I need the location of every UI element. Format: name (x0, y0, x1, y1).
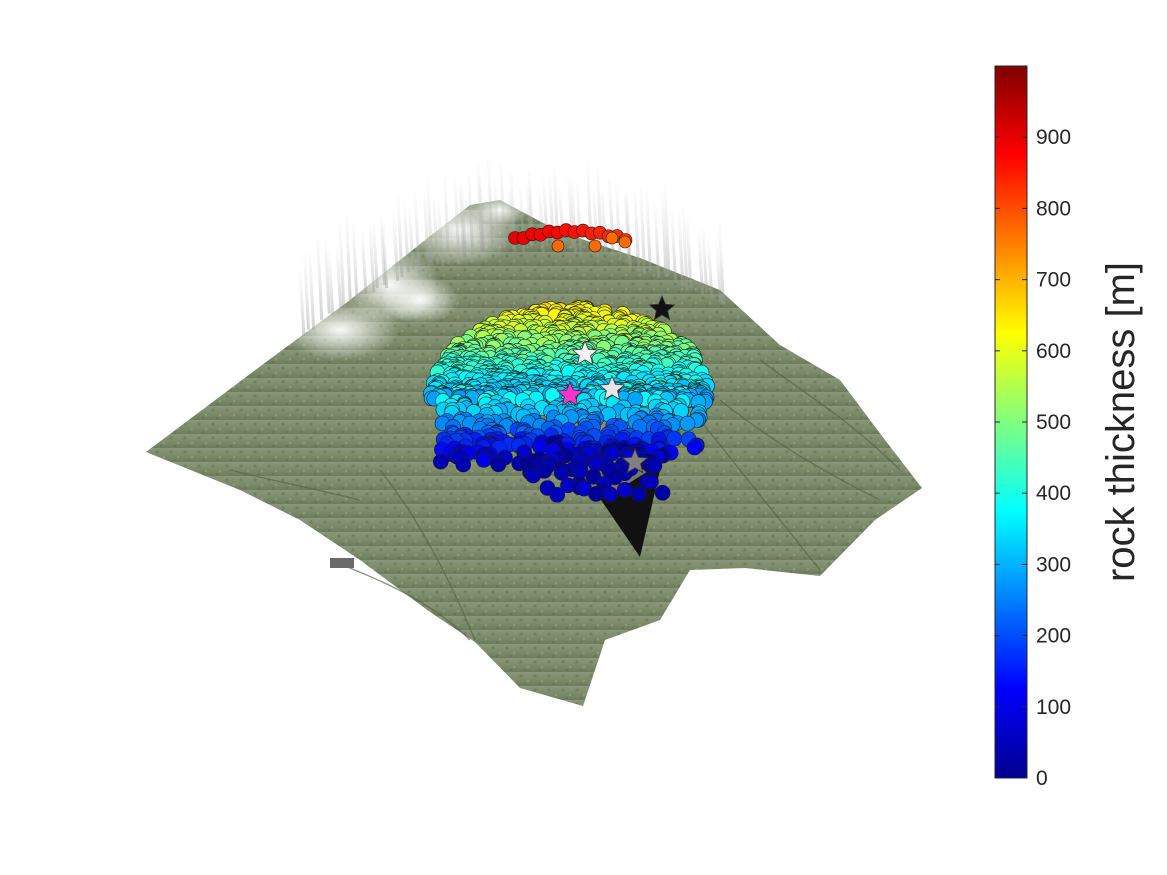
ray-line (443, 178, 451, 265)
ray-line (303, 254, 311, 330)
thickness-point (525, 467, 542, 484)
thickness-point (455, 456, 472, 473)
thickness-point (616, 481, 633, 498)
ray-line (558, 188, 566, 249)
ray-line (697, 229, 705, 295)
ray-line (402, 205, 410, 273)
thickness-point (602, 486, 619, 503)
thickness-point (646, 457, 663, 474)
ray-line (316, 236, 324, 320)
ray-line (458, 183, 466, 260)
thickness-point (618, 235, 632, 249)
colorbar-tick-label: 700 (1036, 269, 1071, 292)
ray-line (663, 185, 671, 275)
ray-line (633, 190, 641, 272)
colorbar-ticks: 0 100 200 300 400 500 600 700 800 900 (995, 126, 1071, 790)
ray-line (351, 221, 359, 299)
ray-lines (298, 158, 725, 336)
ray-line (422, 193, 430, 268)
ray-line (681, 208, 689, 291)
ray-line (379, 214, 387, 286)
thickness-point (588, 239, 602, 253)
ray-line (459, 184, 467, 256)
ray-line (436, 201, 444, 266)
ray-line (413, 193, 421, 274)
thickness-point (643, 473, 659, 490)
thickness-point (549, 486, 566, 503)
star-markers (556, 294, 676, 474)
star-marker (556, 380, 584, 407)
colorbar-tick-label: 900 (1036, 126, 1071, 149)
ray-line (624, 189, 632, 270)
ray-line (338, 221, 346, 311)
ray-line (467, 174, 475, 255)
ray-line (670, 210, 678, 283)
thickness-point (553, 464, 570, 481)
thickness-point (490, 456, 507, 473)
thickness-point (551, 239, 565, 253)
ray-line (335, 244, 343, 310)
ray-line (478, 174, 486, 253)
ray-line (298, 271, 306, 336)
ray-line (614, 184, 622, 261)
thickness-point (475, 451, 492, 468)
star-marker (571, 339, 599, 366)
thickness-point (654, 484, 671, 501)
thickness-point (630, 486, 647, 503)
ray-line (600, 188, 608, 255)
ray-line (660, 192, 668, 278)
ray-line (360, 228, 368, 294)
ray-line (344, 213, 352, 303)
ray-line (407, 207, 415, 270)
ray-line (396, 194, 404, 278)
star-marker (598, 374, 626, 401)
thickness-point (432, 453, 449, 470)
ray-line (426, 181, 434, 267)
colorbar-tick-label: 100 (1036, 696, 1071, 719)
ray-line (537, 189, 545, 254)
colorbar-tick-label: 200 (1036, 625, 1071, 648)
thickness-point (686, 439, 703, 456)
colorbar-label: rock thickness [m] (1099, 262, 1143, 582)
colorbar-tick-label: 400 (1036, 482, 1071, 505)
ray-line (717, 223, 725, 304)
ray-line (653, 201, 661, 278)
thickness-point (605, 231, 619, 245)
ray-line (308, 252, 316, 330)
colorbar-tick-label: 300 (1036, 553, 1071, 576)
ray-line (453, 178, 461, 265)
ray-line (493, 178, 501, 256)
ray-line (368, 225, 376, 293)
ray-line (685, 214, 693, 289)
ray-line (499, 163, 507, 248)
ray-line (432, 196, 440, 265)
colorbar-tick-label: 0 (1036, 767, 1048, 790)
ray-line (392, 213, 400, 281)
colorbar-tick-label: 600 (1036, 340, 1071, 363)
ray-line (575, 182, 583, 257)
ray-line (570, 180, 578, 253)
ray-line (706, 237, 714, 298)
ray-line (371, 223, 379, 289)
colorbar-tick-label: 500 (1036, 411, 1071, 434)
ray-line (715, 242, 723, 304)
ray-line (639, 187, 647, 274)
star-marker (621, 447, 649, 474)
star-marker (648, 294, 676, 321)
ray-line (677, 211, 685, 287)
ray-line (327, 250, 335, 316)
ray-line (486, 158, 494, 249)
ray-line (381, 220, 389, 289)
ray-line (323, 238, 331, 314)
ray-line (644, 190, 652, 272)
building (330, 558, 354, 568)
colorbar-tick-label: 800 (1036, 197, 1071, 220)
ray-line (701, 226, 709, 294)
